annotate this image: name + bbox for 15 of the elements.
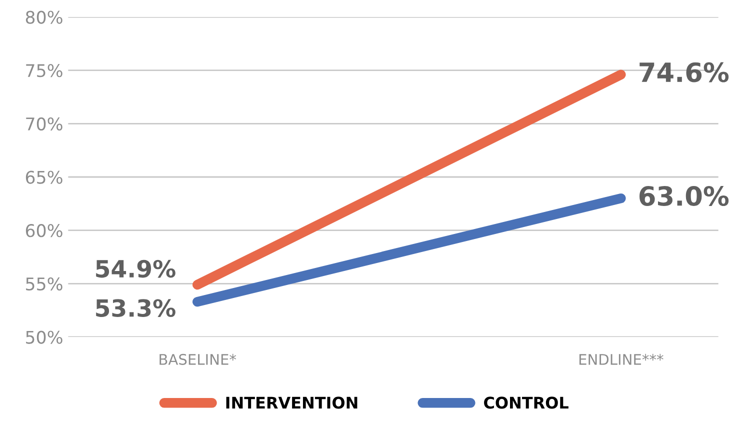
y-tick-label: 70% [26, 117, 62, 131]
data-label: 74.6% [640, 62, 729, 82]
x-tick-label: ENDLINE*** [579, 354, 664, 365]
legend-label: INTERVENTION [226, 396, 358, 409]
y-tick-label: 80% [26, 10, 62, 24]
data-label: 63.0% [640, 186, 729, 206]
y-tick-label: 55% [26, 277, 62, 291]
y-tick-label: 60% [26, 224, 62, 238]
x-tick-label: BASELINE* [160, 354, 236, 365]
legend-label: CONTROL [484, 396, 568, 409]
y-tick-label: 75% [26, 64, 62, 78]
data-label: 54.9% [96, 260, 176, 278]
data-label: 53.3% [96, 299, 176, 317]
y-tick-label: 65% [26, 170, 62, 184]
y-tick-label: 50% [26, 330, 62, 344]
